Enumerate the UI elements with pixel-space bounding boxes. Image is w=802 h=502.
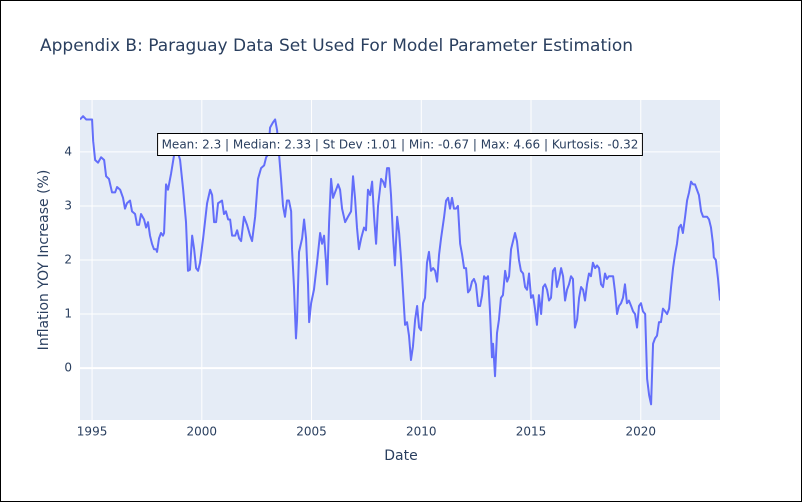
- y-tick-label: 1: [64, 307, 72, 321]
- chart-title: Appendix B: Paraguay Data Set Used For M…: [40, 36, 633, 56]
- y-tick-label: 3: [64, 198, 72, 212]
- y-tick-label: 4: [64, 144, 72, 158]
- x-tick-label: 2005: [296, 425, 327, 439]
- y-tick-label: 0: [64, 361, 72, 375]
- x-tick-label: 2020: [625, 425, 656, 439]
- y-axis-title: Inflation YOY Increase (%): [36, 170, 52, 351]
- annotation-box: [157, 133, 643, 156]
- data-line: [80, 115, 720, 406]
- x-tick-label: 2015: [516, 425, 547, 439]
- x-axis-title: Date: [384, 448, 417, 464]
- x-tick-label: 2000: [187, 425, 218, 439]
- annotation: Mean: 2.3 | Median: 2.33 | St Dev :1.01 …: [162, 138, 639, 152]
- x-tick-label: 2010: [406, 425, 437, 439]
- x-tick-label: 1995: [77, 425, 108, 439]
- y-tick-label: 2: [64, 253, 72, 267]
